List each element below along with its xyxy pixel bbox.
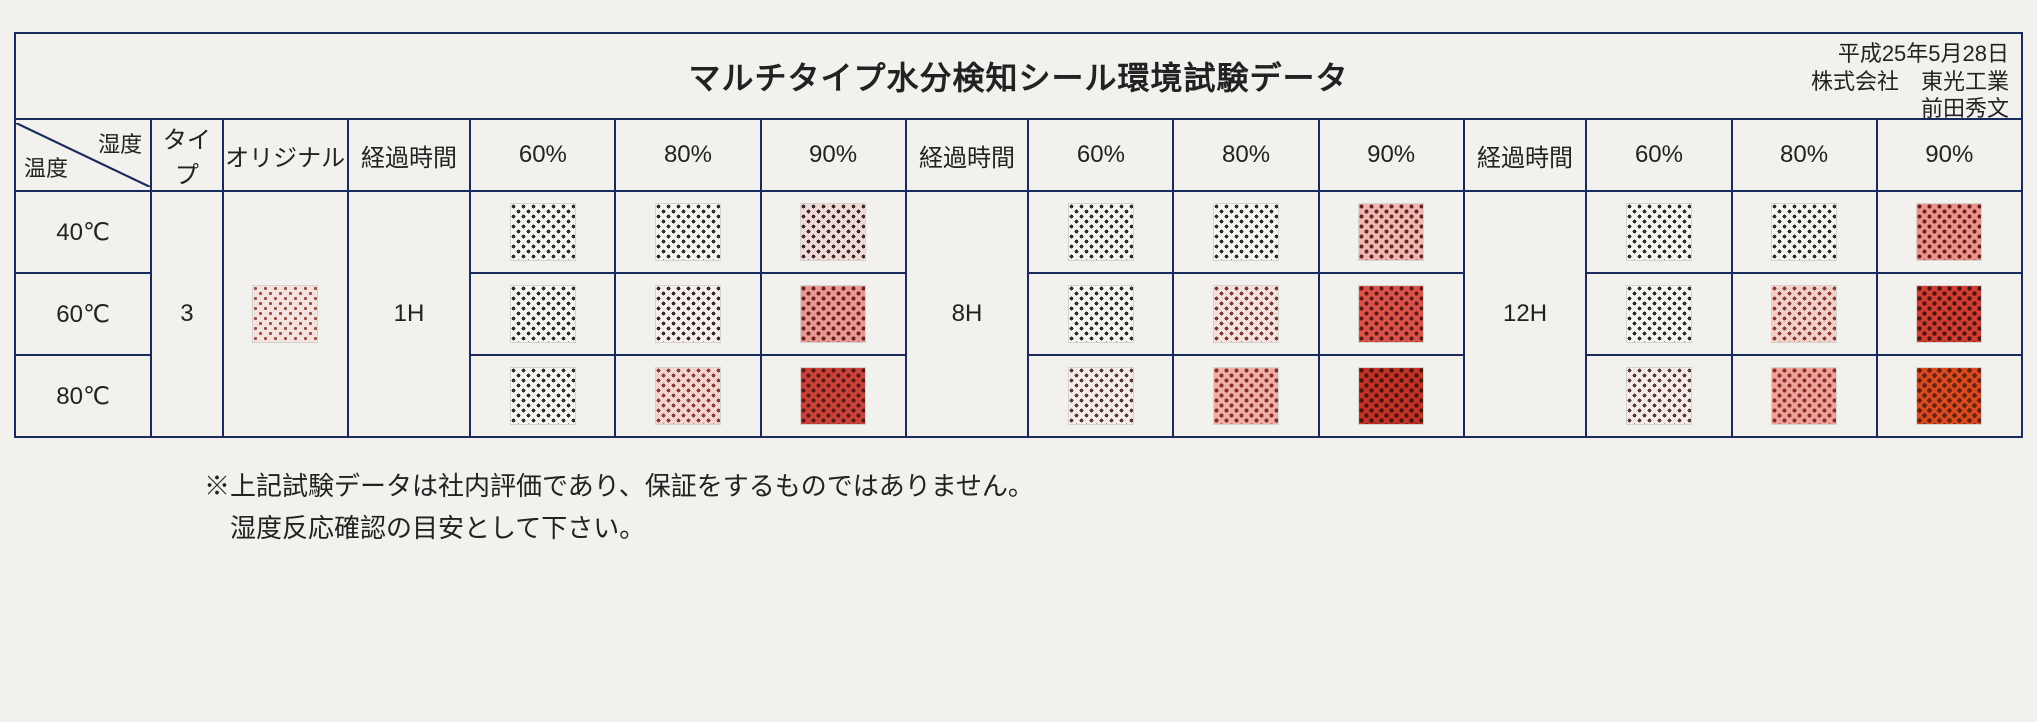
swatch-cell [1319, 191, 1464, 273]
swatch-cell [1173, 355, 1318, 437]
footnote-line2: 湿度反応確認の目安として下さい。 [204, 508, 2023, 550]
swatch-cell [615, 191, 760, 273]
swatch [1358, 367, 1424, 425]
temp-cell-60: 60℃ [15, 273, 151, 355]
header-80-2: 80% [1173, 119, 1318, 191]
meta-company: 株式会社 東光工業 [1811, 68, 2009, 96]
swatch [655, 203, 721, 261]
original-swatch-cell [223, 191, 348, 437]
header-60-2: 60% [1028, 119, 1173, 191]
table-row: 40℃ 3 1H 8H 12H [15, 191, 2022, 273]
swatch [1358, 285, 1424, 343]
swatch-cell [1877, 355, 2022, 437]
swatch [1068, 367, 1134, 425]
swatch-cell [1319, 273, 1464, 355]
swatch [1213, 285, 1279, 343]
time-cell-1: 1H [348, 191, 471, 437]
swatch [510, 203, 576, 261]
swatch [800, 367, 866, 425]
header-original: オリジナル [223, 119, 348, 191]
swatch [1626, 203, 1692, 261]
type-cell: 3 [151, 191, 222, 437]
swatch [800, 203, 866, 261]
temp-cell-40: 40℃ [15, 191, 151, 273]
swatch-cell [1028, 273, 1173, 355]
swatch [1213, 203, 1279, 261]
swatch [1916, 285, 1982, 343]
header-diag-cell: 湿度 温度 [15, 119, 151, 191]
swatch-cell [761, 273, 906, 355]
swatch-cell [1877, 273, 2022, 355]
swatch [1213, 367, 1279, 425]
data-table: マルチタイプ水分検知シール環境試験データ 平成25年5月28日 株式会社 東光工… [14, 32, 2023, 438]
swatch [655, 285, 721, 343]
footnote-line1: ※上記試験データは社内評価であり、保証をするものではありません。 [204, 466, 2023, 508]
swatch-cell [1028, 355, 1173, 437]
swatch [1771, 367, 1837, 425]
header-elapsed-3: 経過時間 [1464, 119, 1587, 191]
swatch-original [252, 285, 318, 343]
swatch-cell [470, 273, 615, 355]
swatch-cell [761, 355, 906, 437]
swatch-cell [470, 355, 615, 437]
swatch-cell [1319, 355, 1464, 437]
time-cell-3: 12H [1464, 191, 1587, 437]
header-90-3: 90% [1877, 119, 2022, 191]
swatch [1068, 285, 1134, 343]
swatch [655, 367, 721, 425]
swatch [1626, 285, 1692, 343]
header-elapsed-1: 経過時間 [348, 119, 471, 191]
swatch [1068, 203, 1134, 261]
header-temperature: 温度 [24, 151, 68, 183]
page-root: マルチタイプ水分検知シール環境試験データ 平成25年5月28日 株式会社 東光工… [0, 0, 2037, 722]
header-90-2: 90% [1319, 119, 1464, 191]
meta-author: 前田秀文 [1811, 95, 2009, 123]
swatch-cell [1586, 191, 1731, 273]
swatch-cell [615, 355, 760, 437]
swatch-cell [1732, 273, 1877, 355]
title-cell: マルチタイプ水分検知シール環境試験データ 平成25年5月28日 株式会社 東光工… [15, 33, 2022, 119]
title-text: マルチタイプ水分検知シール環境試験データ [688, 60, 1348, 96]
footnote: ※上記試験データは社内評価であり、保証をするものではありません。 湿度反応確認の… [204, 466, 2023, 549]
swatch-cell [470, 191, 615, 273]
swatch-cell [615, 273, 760, 355]
header-80-1: 80% [615, 119, 760, 191]
swatch [1771, 203, 1837, 261]
temp-cell-80: 80℃ [15, 355, 151, 437]
header-type: タイプ [151, 119, 222, 191]
meta-date: 平成25年5月28日 [1811, 40, 2009, 68]
header-humidity: 湿度 [98, 127, 142, 159]
swatch-cell [1586, 273, 1731, 355]
swatch [1916, 203, 1982, 261]
swatch-cell [1877, 191, 2022, 273]
header-80-3: 80% [1732, 119, 1877, 191]
header-row: 湿度 温度 タイプ オリジナル 経過時間 60% 80% 90% 経過時間 60… [15, 119, 2022, 191]
swatch-cell [1028, 191, 1173, 273]
header-elapsed-2: 経過時間 [906, 119, 1029, 191]
swatch-cell [761, 191, 906, 273]
swatch [1916, 367, 1982, 425]
time-cell-2: 8H [906, 191, 1029, 437]
swatch [1771, 285, 1837, 343]
header-90-1: 90% [761, 119, 906, 191]
swatch-cell [1732, 355, 1877, 437]
swatch-cell [1586, 355, 1731, 437]
swatch [1358, 203, 1424, 261]
swatch [800, 285, 866, 343]
header-60-1: 60% [470, 119, 615, 191]
swatch [510, 367, 576, 425]
header-60-3: 60% [1586, 119, 1731, 191]
swatch-cell [1173, 191, 1318, 273]
swatch [1626, 367, 1692, 425]
swatch [510, 285, 576, 343]
swatch-cell [1173, 273, 1318, 355]
swatch-cell [1732, 191, 1877, 273]
meta-block: 平成25年5月28日 株式会社 東光工業 前田秀文 [1811, 40, 2009, 123]
